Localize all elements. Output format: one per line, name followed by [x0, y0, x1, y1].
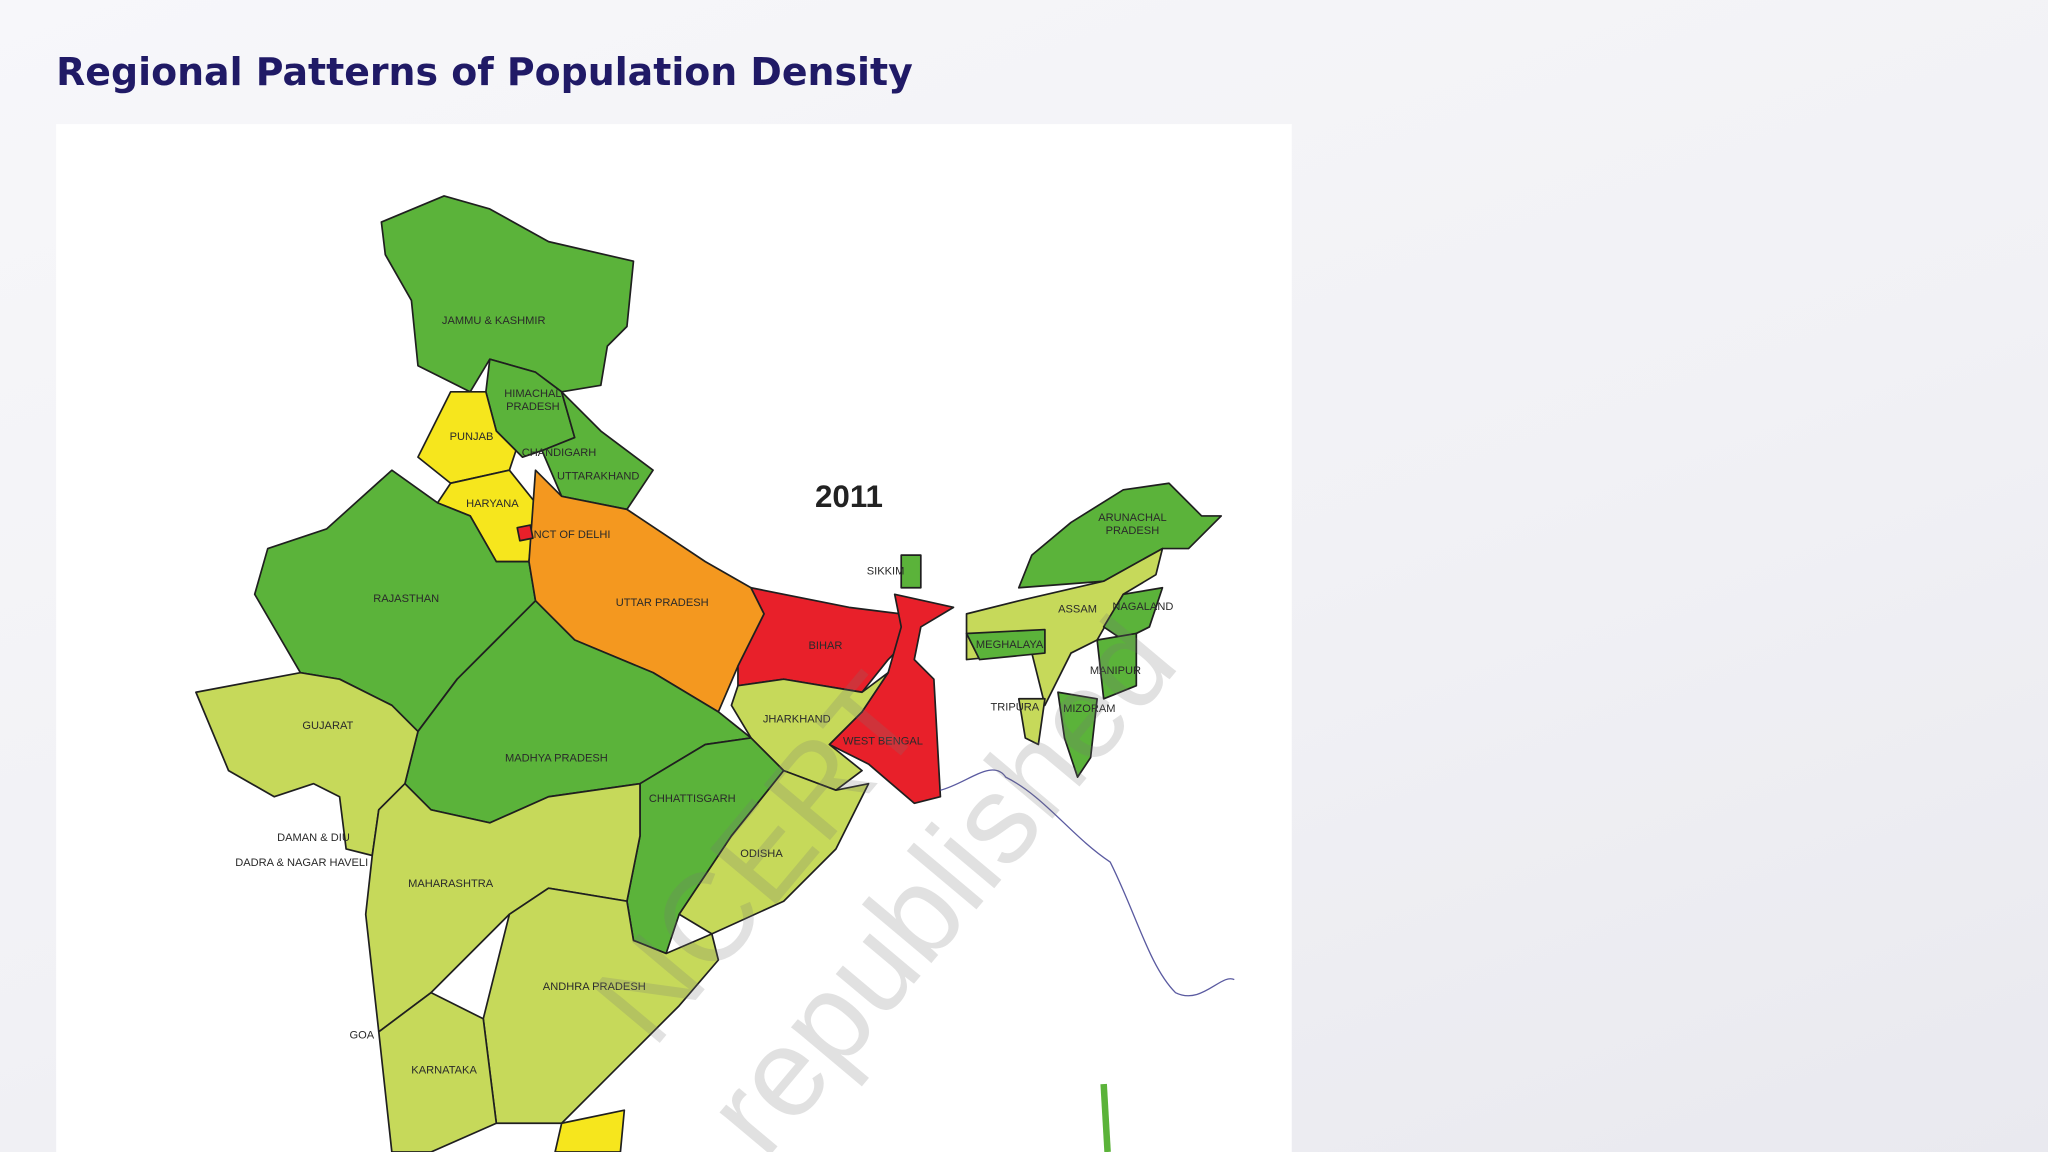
state-label: MAHARASHTRA [408, 878, 494, 890]
state-label: PRADESH [1106, 525, 1160, 537]
state-label: ARUNACHAL [1098, 512, 1166, 524]
state-label: DADRA & NAGAR HAVELI [235, 857, 368, 869]
state-label: PRADESH [506, 401, 560, 413]
state-label: HIMACHAL [504, 388, 561, 400]
state-label: MEGHALAYA [976, 639, 1044, 651]
state-label: ANDHRA PRADESH [543, 981, 646, 993]
state-label: WEST BENGAL [843, 735, 923, 747]
state-label: NAGALAND [1112, 601, 1173, 613]
region [554, 1109, 626, 1152]
coastline [940, 769, 1235, 997]
region [377, 991, 498, 1152]
state-label: JHARKHAND [763, 713, 831, 725]
region [900, 554, 922, 589]
region [1017, 482, 1223, 589]
state-label: PUNJAB [450, 431, 494, 443]
region [516, 524, 534, 542]
state-label: MANIPUR [1090, 665, 1141, 677]
map-labels: JAMMU & KASHMIRHIMACHALPRADESHPUNJABCHAN… [235, 315, 1173, 1077]
state-label: BIHAR [809, 640, 843, 652]
state-label: JAMMU & KASHMIR [442, 315, 546, 327]
state-label: KARNATAKA [411, 1065, 477, 1077]
region [965, 628, 1046, 661]
state-label: MADHYA PRADESH [505, 752, 608, 764]
india-map [195, 195, 1235, 1152]
region [1057, 691, 1098, 778]
slide-title: Regional Patterns of Population Density [56, 50, 913, 94]
state-label: DAMAN & DIU [277, 832, 350, 844]
region [678, 769, 870, 935]
state-label: CHHATTISGARH [649, 793, 736, 805]
region [1017, 697, 1046, 746]
state-label: NCT OF DELHI [534, 529, 611, 541]
map-year: 2011 [815, 479, 883, 514]
region [1096, 632, 1138, 700]
state-label: SIKKIM [867, 566, 905, 578]
state-label: TRIPURA [991, 702, 1040, 714]
state-label: CHANDIGARH [522, 447, 597, 459]
state-label: ODISHA [740, 848, 783, 860]
region [417, 390, 517, 485]
state-label: GUJARAT [302, 720, 353, 732]
state-label: UTTARAKHAND [557, 470, 639, 482]
state-label: ASSAM [1058, 604, 1097, 616]
state-label: MIZORAM [1063, 703, 1115, 715]
region [380, 195, 635, 393]
state-label: UTTAR PRADESH [616, 597, 709, 609]
islands [1100, 1083, 1111, 1152]
state-label: HARYANA [466, 498, 519, 510]
state-label: GOA [349, 1029, 374, 1041]
region [730, 671, 890, 792]
state-label: RAJASTHAN [373, 593, 439, 605]
